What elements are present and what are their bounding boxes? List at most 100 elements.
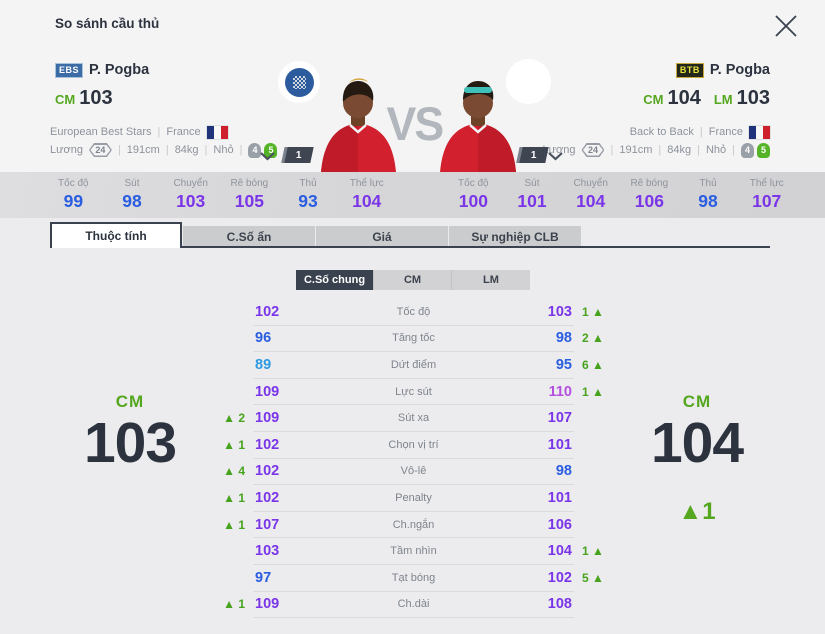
right-value: 103 [547, 303, 572, 320]
close-icon [775, 15, 797, 37]
band-stat-label: Thủ [699, 178, 717, 189]
separator: | [165, 144, 169, 156]
tab-3[interactable]: Giá [316, 226, 448, 248]
body-type: Nhỏ [213, 144, 234, 156]
table-row: ▲ 1 102 Chọn vị trí 101 [223, 432, 574, 459]
chevron-down-icon[interactable] [547, 151, 564, 161]
table-row: ▲ 2 109 Sút xa 107 [223, 405, 574, 432]
stat-label: Chọn vị trí [388, 438, 439, 451]
band-stat-value: 103 [176, 191, 206, 211]
band-stat-label: Tốc độ [458, 178, 489, 189]
table-row: 102 Tốc độ 103 1 ▲ [253, 299, 604, 326]
tab-4[interactable]: Sự nghiệp CLB [449, 226, 581, 248]
left-advantage: ▲ 1 [223, 517, 245, 532]
height-value: 191cm [619, 144, 653, 156]
band-stat: Thủ 93 [279, 177, 338, 212]
left-value: 102 [255, 463, 280, 480]
comparison-table: 102 Tốc độ 103 1 ▲ 96 Tăng tốc 98 2 ▲ 89 Dứt điểm… [223, 299, 604, 619]
band-stat: Tốc độ 99 [44, 177, 103, 212]
salary-hexagon-icon: 24 [89, 143, 112, 157]
body-type: Nhỏ [705, 144, 727, 156]
separator: | [699, 126, 703, 138]
band-stat-value: 105 [234, 191, 264, 211]
right-advantage: 5 ▲ [582, 570, 604, 585]
player-name: P. Pogba [709, 62, 770, 78]
position-label: LM [713, 92, 733, 107]
left-value: 107 [255, 516, 280, 533]
main-tab-bar: Thuộc tính C.Số ẩn Giá Sự nghiệp CLB [50, 222, 770, 248]
band-stat: Rê bóng 106 [620, 177, 679, 212]
band-stat-value: 93 [298, 191, 318, 211]
overall-right: CM 104 ▲1 [627, 392, 767, 526]
left-value: 89 [255, 356, 272, 373]
separator: | [658, 144, 662, 156]
page-title: So sánh cầu thủ [55, 16, 160, 31]
stat-label: Lực sút [395, 385, 432, 398]
chevron-down-icon[interactable] [259, 151, 276, 161]
tab-2[interactable]: C.Số ẩn [183, 226, 315, 248]
band-stat-label: Rê bóng [630, 178, 669, 189]
table-row: ▲ 1 109 Ch.dài 108 [223, 592, 574, 619]
left-value: 96 [255, 330, 272, 347]
position-label: CM [55, 92, 76, 107]
position-rating: 103 [736, 87, 770, 109]
level-tag-left: 1 [281, 147, 314, 163]
height-value: 191cm [126, 144, 160, 156]
boots-group: 4 5 [741, 142, 770, 158]
band-stat-value: 106 [634, 191, 664, 211]
left-value: 102 [255, 436, 280, 453]
separator: | [239, 144, 243, 156]
table-row: ▲ 1 102 Penalty 101 [223, 485, 574, 512]
separator: | [732, 144, 735, 156]
subtab-3[interactable]: LM [452, 270, 530, 290]
band-stat-label: Chuyển [573, 178, 608, 189]
team-name: Back to Back [629, 126, 694, 138]
subtab-1[interactable]: C.Số chung [296, 270, 374, 290]
stat-label: Penalty [395, 491, 432, 504]
overall-position: CM [115, 392, 145, 411]
right-value: 102 [547, 569, 572, 586]
card-class-badge: EBS [55, 62, 84, 78]
band-stat: Thủ 98 [679, 177, 738, 212]
stat-label: Tốc độ [396, 305, 431, 318]
player-photo-left [321, 78, 396, 172]
club-badge-right [506, 59, 551, 104]
right-value: 104 [547, 543, 572, 560]
stat-label: Ch.dài [397, 598, 430, 611]
band-stat-value: 107 [752, 191, 782, 211]
separator: | [157, 126, 161, 138]
table-row: ▲ 1 107 Ch.ngắn 106 [223, 512, 574, 539]
subtab-2[interactable]: CM [374, 270, 452, 290]
boot-icon: 4 [248, 142, 262, 158]
separator: | [697, 144, 700, 156]
stat-label: Dứt điểm [390, 358, 437, 371]
band-stat-label: Chuyển [173, 178, 208, 189]
weight-value: 84kg [174, 144, 199, 156]
player-photo-right [440, 81, 516, 172]
close-button[interactable] [771, 11, 801, 41]
band-stat-label: Sút [124, 178, 140, 189]
nation-name: France [708, 126, 743, 138]
stat-band-right: Tốc độ 100 Sút 101 Chuyển 104 Rê bóng 106 Thủ 98 T… [444, 177, 796, 212]
band-stat-value: 99 [63, 191, 84, 211]
player-card-right: BTB P. Pogba CM 104 LM 103 [643, 62, 770, 110]
band-stat-value: 104 [352, 191, 382, 211]
overall-left: CM 103 [60, 392, 200, 474]
tab-1[interactable]: Thuộc tính [50, 222, 182, 248]
separator: | [117, 144, 121, 156]
left-advantage: ▲ 1 [223, 490, 245, 505]
right-value: 98 [555, 330, 572, 347]
right-advantage: 2 ▲ [582, 331, 604, 346]
team-name: European Best Stars [50, 126, 152, 138]
stat-label: Tăng tốc [392, 332, 435, 345]
player-ratings: CM 103 [55, 87, 149, 110]
salary-hexagon-icon: 24 [581, 143, 604, 157]
player-card-left: EBS P. Pogba CM 103 [55, 62, 149, 110]
right-value: 106 [547, 516, 572, 533]
boot-icon: 4 [741, 142, 754, 158]
band-stat: Thể lực 107 [737, 177, 796, 212]
left-value: 109 [255, 410, 280, 427]
band-stat: Chuyển 104 [561, 177, 620, 212]
stat-band: Tốc độ 99 Sút 98 Chuyển 103 Rê bóng 105 Thủ 93 Thể… [0, 172, 825, 218]
weight-value: 84kg [667, 144, 692, 156]
